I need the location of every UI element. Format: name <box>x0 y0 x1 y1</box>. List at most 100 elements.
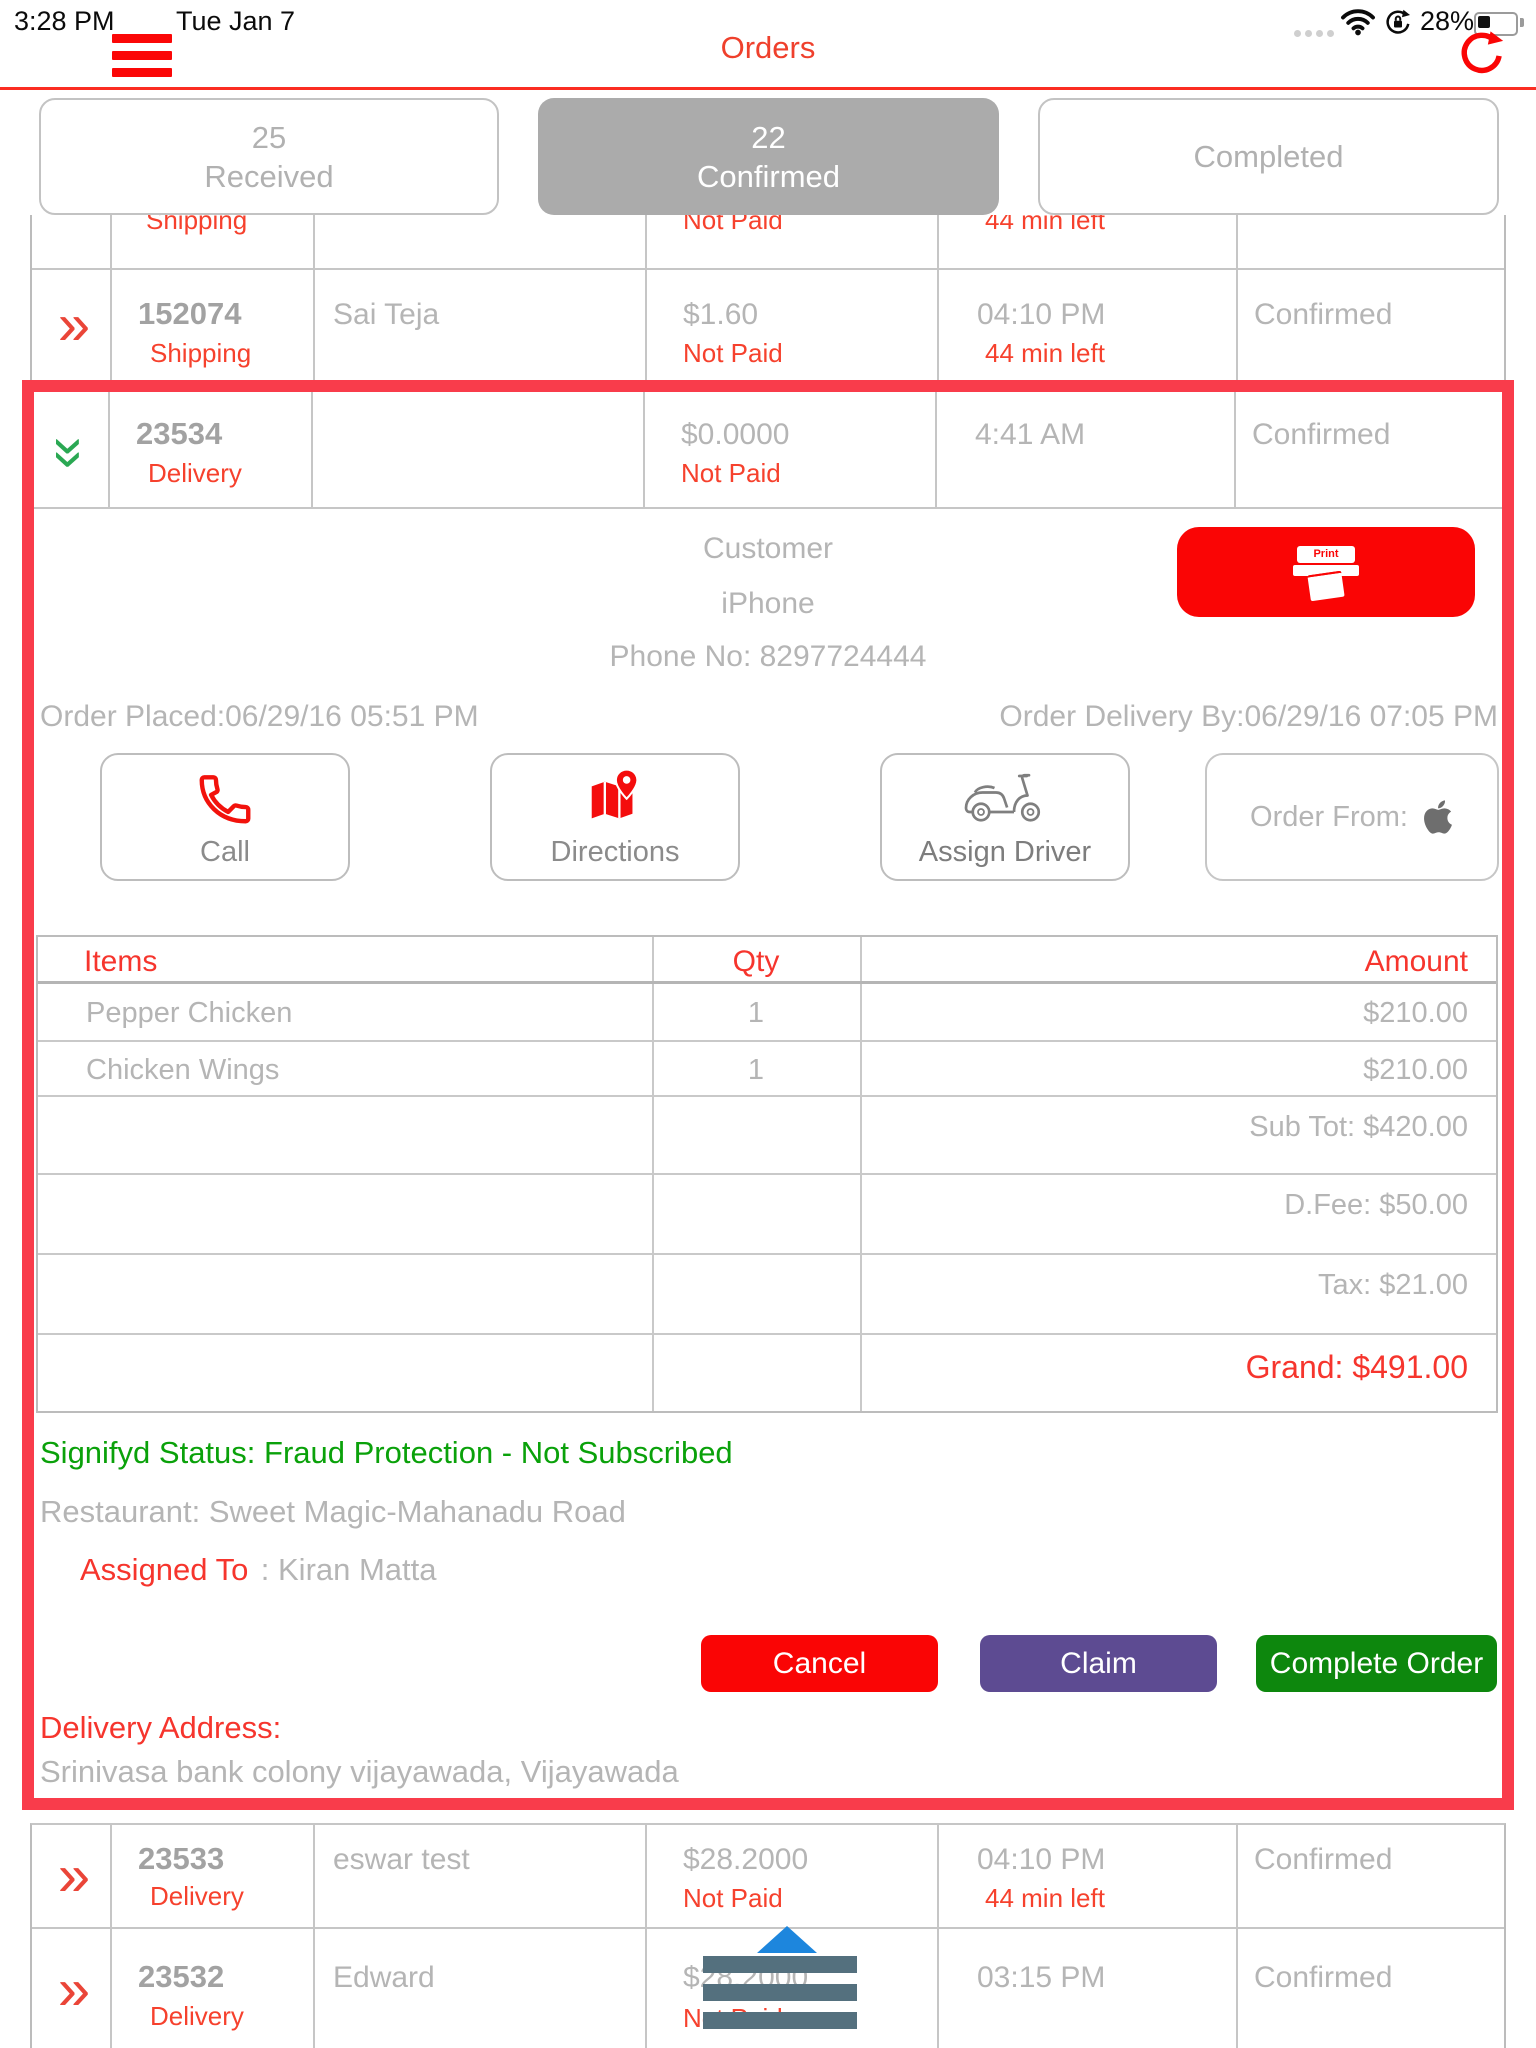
cellular-dots-icon <box>1294 24 1338 42</box>
payment-status: Not Paid <box>683 215 783 235</box>
grand-total-row: Grand: $491.00 <box>1245 1349 1468 1385</box>
order-from-box: Order From: <box>1205 753 1499 881</box>
claim-button[interactable]: Claim <box>980 1635 1217 1692</box>
order-type: Delivery <box>150 1881 244 1911</box>
refresh-icon[interactable] <box>1455 26 1509 80</box>
directions-button[interactable]: Directions <box>490 753 740 881</box>
order-amount: $28.2000 <box>683 1843 809 1876</box>
order-id: 23532 <box>138 1959 225 1994</box>
items-header-row: Items Qty Amount <box>38 937 1496 984</box>
scroll-handle-bar[interactable] <box>703 1984 857 2001</box>
directions-label: Directions <box>550 836 680 868</box>
table-row[interactable]: » 23533 Delivery eswar test $28.2000 Not… <box>32 1825 1504 1929</box>
items-header: Items <box>84 945 158 978</box>
time-left: 44 min left <box>985 338 1105 368</box>
order-type: Shipping <box>150 338 252 368</box>
table-row[interactable]: » 152074 Shipping Sai Teja $1.60 Not Pai… <box>32 270 1504 380</box>
assign-driver-label: Assign Driver <box>918 836 1092 868</box>
customer-device: iPhone <box>721 587 815 620</box>
tax-row: Tax: $21.00 <box>38 1255 1496 1335</box>
tab-received[interactable]: 25 Received <box>39 98 499 215</box>
assigned-to-label: Assigned To <box>80 1552 249 1587</box>
expand-chevron-icon[interactable]: » <box>57 292 90 357</box>
assigned-to-value: : Kiran Matta <box>260 1552 437 1587</box>
item-amount: $210.00 <box>1363 997 1468 1029</box>
scroll-handle-bar[interactable] <box>703 2012 857 2029</box>
tab-received-label: Received <box>204 158 334 194</box>
expand-chevron-icon[interactable]: » <box>57 1956 90 2022</box>
order-delivery-by: Order Delivery By:06/29/16 07:05 PM <box>999 700 1498 733</box>
item-qty: 1 <box>747 1054 765 1086</box>
expanded-order-panel: » 23534 Delivery $0.0000 Not Paid 4:41 A… <box>22 380 1514 1810</box>
table-row-partial[interactable]: Shipping Not Paid 44 min left <box>32 215 1504 270</box>
payment-status: Not Paid <box>683 338 783 368</box>
orders-table-bottom: » 23533 Delivery eswar test $28.2000 Not… <box>30 1823 1506 2048</box>
status-time: 3:28 PM <box>14 6 115 36</box>
order-time: 04:10 PM <box>977 298 1106 331</box>
items-table: Items Qty Amount Pepper Chicken 1 $210.0… <box>36 935 1498 1413</box>
battery-icon <box>1474 12 1518 36</box>
order-id: 152074 <box>138 296 242 331</box>
call-label: Call <box>200 836 250 868</box>
subtotal-row: Sub Tot: $420.00 <box>38 1097 1496 1175</box>
status-date: Tue Jan 7 <box>176 6 296 36</box>
customer-name: eswar test <box>333 1843 470 1876</box>
delivery-fee-row: D.Fee: $50.00 <box>38 1175 1496 1255</box>
cancel-button[interactable]: Cancel <box>701 1635 938 1692</box>
print-button[interactable]: Print <box>1177 527 1475 617</box>
tab-confirmed[interactable]: 22 Confirmed <box>538 98 999 215</box>
battery-tip <box>1520 18 1524 27</box>
expand-chevron-icon[interactable]: » <box>57 1843 90 1908</box>
order-id: 23534 <box>136 416 223 451</box>
print-icon: Print <box>1293 545 1359 601</box>
order-time: 4:41 AM <box>975 418 1086 451</box>
tab-completed[interactable]: Completed <box>1038 98 1499 215</box>
item-qty: 1 <box>747 997 765 1029</box>
order-status: Confirmed <box>1252 418 1391 451</box>
map-directions-icon <box>591 768 639 819</box>
order-time: 04:10 PM <box>977 1843 1106 1876</box>
payment-status: Not Paid <box>681 458 781 488</box>
complete-order-button[interactable]: Complete Order <box>1256 1635 1497 1692</box>
order-id: 23533 <box>138 1841 225 1876</box>
phone-icon <box>199 775 251 824</box>
signifyd-status: Signifyd Status: Fraud Protection - Not … <box>40 1435 733 1470</box>
tab-received-count: 25 <box>251 119 287 155</box>
item-name: Pepper Chicken <box>86 997 293 1029</box>
order-type: Delivery <box>150 2001 244 2031</box>
call-button[interactable]: Call <box>100 753 350 881</box>
item-row: Pepper Chicken 1 $210.00 <box>38 984 1496 1042</box>
tab-confirmed-count: 22 <box>751 119 786 155</box>
scroll-up-triangle-icon[interactable] <box>757 1926 817 1953</box>
assign-driver-button[interactable]: Assign Driver <box>880 753 1130 881</box>
apple-logo-icon <box>1424 800 1452 834</box>
restaurant-name: Restaurant: Sweet Magic-Mahanadu Road <box>40 1494 626 1529</box>
scroll-handle-bar[interactable] <box>703 1956 857 1973</box>
customer-name: Edward <box>333 1961 435 1994</box>
scooter-icon <box>964 773 1041 822</box>
page-title: Orders <box>720 30 816 65</box>
order-status: Confirmed <box>1254 298 1393 331</box>
order-type: Delivery <box>148 458 242 488</box>
order-status: Confirmed <box>1254 1961 1393 1994</box>
item-row: Chicken Wings 1 $210.00 <box>38 1042 1496 1097</box>
collapse-chevron-icon[interactable]: » <box>38 436 104 463</box>
orientation-lock-icon <box>1386 9 1410 34</box>
table-row-expanded[interactable]: » 23534 Delivery $0.0000 Not Paid 4:41 A… <box>34 392 1502 509</box>
item-amount: $210.00 <box>1363 1054 1468 1086</box>
order-time: 03:15 PM <box>977 1961 1106 1994</box>
amount-header: Amount <box>1364 945 1468 978</box>
orders-table-top: Shipping Not Paid 44 min left » 152074 S… <box>30 215 1506 380</box>
battery-percent: 28% <box>1420 6 1475 36</box>
customer-name: Sai Teja <box>333 298 440 331</box>
delivery-address-label: Delivery Address: <box>40 1710 282 1745</box>
order-amount: $1.60 <box>683 298 759 331</box>
time-left: 44 min left <box>985 215 1105 235</box>
order-amount: $0.0000 <box>681 418 790 451</box>
qty-header: Qty <box>732 945 780 978</box>
order-status: Confirmed <box>1254 1843 1393 1876</box>
print-icon-label: Print <box>1313 547 1339 560</box>
order-type: Shipping <box>146 215 248 235</box>
order-from-label: Order From: <box>1250 800 1408 833</box>
